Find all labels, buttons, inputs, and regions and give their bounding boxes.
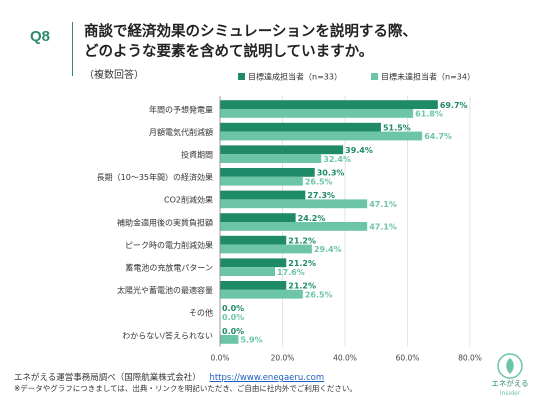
category-label: 蓄電池の充放電パターン <box>125 263 213 273</box>
bar-value-label: 64.7% <box>424 132 452 141</box>
bar-series-2 <box>220 131 423 141</box>
bar-value-label: 30.3% <box>317 169 345 178</box>
header-divider <box>72 22 73 76</box>
bar-value-label: 61.8% <box>415 110 443 119</box>
bar-series-2 <box>220 289 303 299</box>
x-tick-label: 80.0% <box>458 354 482 363</box>
category-label: 長期（10～35年間）の経済効果 <box>97 172 213 182</box>
category-label: その他 <box>189 308 213 318</box>
chart-title-line-1: 商談で経済効果のシミュレーションを説明する際、 <box>84 24 417 40</box>
bar-value-label: 26.5% <box>305 290 333 299</box>
title-block: 商談で経済効果のシミュレーションを説明する際、 どのような要素を含めて説明してい… <box>84 22 524 81</box>
bar-value-label: 27.3% <box>307 191 335 200</box>
chart-title-line-2: どのような要素を含めて説明していますか。 <box>84 44 374 60</box>
bar-value-label: 0.0% <box>222 313 244 322</box>
bar-value-label: 21.2% <box>288 236 316 245</box>
bar-series-2 <box>220 335 239 344</box>
category-label: 年間の予想発電量 <box>149 104 213 114</box>
legend-label-2: 目標未達担当者（n=34） <box>381 72 475 82</box>
category-label: 投資期間 <box>181 150 213 160</box>
bar-series-1 <box>220 122 381 132</box>
bar-value-label: 47.1% <box>369 223 397 232</box>
bar-series-2 <box>220 267 275 276</box>
category-label: わからない/答えられない <box>122 330 213 340</box>
bar-value-label: 21.2% <box>288 282 316 291</box>
bar-series-2 <box>220 154 322 163</box>
bar-value-label: 26.5% <box>305 177 333 186</box>
bar-value-label: 69.7% <box>440 101 468 110</box>
chart-subtitle: （複数回答） <box>84 70 144 81</box>
bar-value-label: 32.4% <box>323 155 351 164</box>
footer-source: エネがえる運営事務局調べ（国際航業株式会社） https://www.enega… <box>14 371 324 383</box>
bar-value-label: 29.4% <box>314 245 342 254</box>
category-label: 補助金適用後の実質負担額 <box>117 217 213 227</box>
bar-series-1 <box>220 258 287 268</box>
enegaeru-logo: エネがえる Insider <box>491 353 529 397</box>
x-tick-label: 20.0% <box>271 354 295 363</box>
bar-value-label: 17.6% <box>277 268 305 277</box>
bar-value-label: 0.0% <box>222 304 244 313</box>
category-label: CO2削減効果 <box>164 195 213 205</box>
bar-series-1 <box>220 213 296 222</box>
logo-sub: Insider <box>500 390 521 397</box>
x-tick-label: 60.0% <box>396 354 420 363</box>
bar-series-1 <box>220 145 344 155</box>
bar-series-2 <box>220 244 312 254</box>
bar-series-2 <box>220 176 303 186</box>
bar-series-1 <box>220 168 315 177</box>
x-tick-label: 0.0% <box>210 354 229 363</box>
category-label: 太陽光や蓄電池の最適容量 <box>117 285 213 295</box>
category-label: 月額電気代削減額 <box>149 127 213 137</box>
legend-swatch-2 <box>371 73 378 80</box>
leaf-icon <box>506 358 514 374</box>
legend-label-1: 目標達成担当者（n=33） <box>248 72 342 82</box>
bar-value-label: 21.2% <box>288 259 316 268</box>
footer-note: ※データやグラフにつきましては、出典・リンクを明記いただき、ご自由に社内外でご利… <box>14 384 357 393</box>
question-label: Q8 <box>30 28 51 45</box>
bar-series-1 <box>220 281 287 290</box>
bar-series-1 <box>220 190 306 200</box>
category-label: ピーク時の電力削減効果 <box>125 240 213 250</box>
bar-series-1 <box>220 100 438 109</box>
bar-series-2 <box>220 199 368 209</box>
footer-url-link[interactable]: https://www.enegaeru.com <box>209 373 325 383</box>
bar-value-label: 0.0% <box>222 327 244 336</box>
bar-value-label: 47.1% <box>369 200 397 209</box>
bar-series-1 <box>220 235 287 245</box>
bar-series-2 <box>220 109 414 118</box>
bar-value-label: 39.4% <box>345 146 373 155</box>
bar-value-label: 24.2% <box>298 214 326 223</box>
footer-source-text: エネがえる運営事務局調べ（国際航業株式会社） <box>14 373 201 383</box>
logo-name: エネがえる <box>491 378 528 388</box>
legend-swatch-1 <box>238 73 245 80</box>
x-tick-label: 40.0% <box>333 354 357 363</box>
bar-series-2 <box>220 222 368 231</box>
bar-value-label: 5.9% <box>240 336 262 345</box>
bar-value-label: 51.5% <box>383 123 411 132</box>
